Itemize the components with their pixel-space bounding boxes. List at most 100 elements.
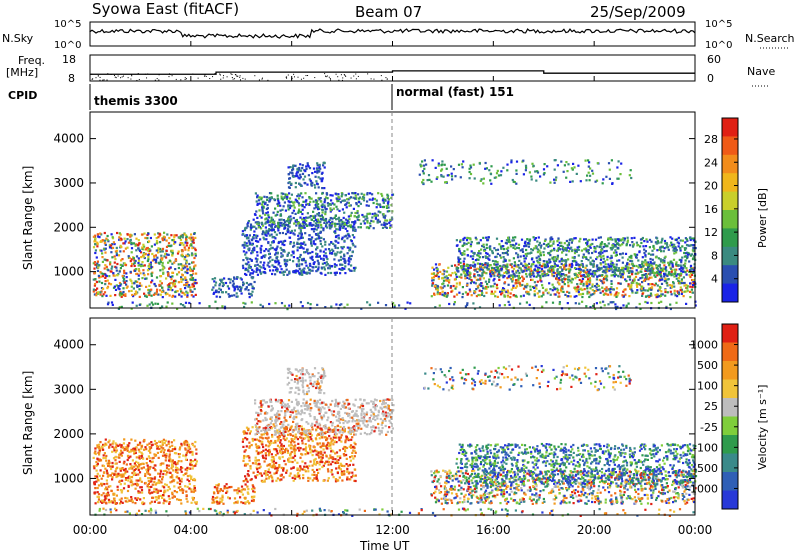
data-cell (570, 281, 573, 284)
data-cell (468, 277, 471, 280)
data-cell (301, 273, 304, 276)
data-cell (137, 448, 140, 451)
data-cell (499, 256, 503, 259)
data-cell (95, 461, 98, 464)
data-cell (543, 163, 546, 166)
data-cell (510, 274, 513, 277)
data-cell (486, 266, 489, 269)
data-cell (538, 289, 541, 293)
data-cell (651, 283, 654, 286)
data-cell (675, 268, 678, 271)
data-cell (312, 167, 316, 170)
data-cell (575, 275, 578, 278)
data-cell (519, 267, 522, 270)
data-cell (573, 267, 577, 270)
nave-dot (303, 77, 305, 79)
data-cell (589, 294, 592, 297)
data-cell (536, 171, 540, 174)
data-cell (514, 282, 517, 285)
data-cell (122, 290, 125, 294)
data-cell (554, 264, 557, 267)
data-cell (113, 243, 116, 246)
data-cell (317, 232, 320, 235)
data-cell (274, 207, 277, 210)
data-cell (268, 228, 271, 231)
nave-dot (355, 73, 357, 75)
data-cell (329, 194, 332, 197)
data-cell (472, 302, 475, 305)
data-cell (139, 272, 142, 275)
colorbar-swatch (722, 246, 738, 266)
data-cell (498, 272, 501, 275)
data-cell (138, 295, 141, 298)
data-cell (520, 238, 524, 241)
data-cell (261, 201, 264, 204)
data-cell (260, 256, 263, 259)
data-cell (589, 174, 592, 177)
data-cell (641, 292, 644, 295)
data-cell (310, 244, 313, 247)
data-cell (211, 278, 214, 281)
data-cell (343, 235, 346, 238)
data-cell (158, 283, 161, 286)
data-cell (125, 280, 128, 283)
data-cell (124, 264, 128, 267)
data-cell (517, 274, 520, 277)
data-cell (499, 254, 502, 257)
data-cell (604, 244, 608, 247)
nave-dot (136, 79, 138, 81)
data-cell (536, 271, 539, 274)
data-cell (629, 287, 632, 290)
data-cell (387, 206, 390, 209)
data-cell (244, 272, 247, 276)
data-cell (124, 293, 127, 296)
data-cell (157, 251, 160, 254)
data-cell (193, 479, 197, 482)
nave-dot (231, 77, 233, 79)
data-cell (103, 239, 107, 242)
data-cell (308, 203, 311, 206)
data-cell (670, 293, 673, 296)
data-cell (244, 302, 247, 305)
data-cell (631, 290, 634, 293)
data-cell (325, 192, 328, 195)
data-cell (323, 187, 326, 190)
data-cell (515, 252, 518, 255)
data-cell (106, 303, 110, 306)
data-cell (301, 242, 304, 245)
data-cell (150, 274, 153, 277)
data-cell (366, 226, 369, 229)
data-cell (551, 289, 554, 292)
data-cell (265, 238, 268, 241)
data-cell (529, 275, 532, 278)
data-cell (689, 271, 692, 275)
data-cell (521, 283, 524, 287)
data-cell (135, 304, 138, 307)
data-cell (374, 216, 377, 219)
data-cell (185, 284, 188, 287)
data-cell (194, 236, 197, 239)
data-cell (470, 279, 473, 282)
data-cell (561, 251, 564, 254)
data-cell (581, 264, 584, 267)
data-cell (161, 239, 164, 242)
data-cell (267, 229, 271, 232)
data-cell (118, 270, 121, 273)
data-cell (445, 167, 448, 170)
data-cell (330, 241, 333, 244)
data-cell (560, 290, 563, 293)
data-cell (253, 213, 257, 216)
data-cell (588, 179, 591, 182)
data-cell (586, 292, 589, 295)
data-cell (329, 216, 332, 220)
data-cell (284, 262, 287, 265)
data-cell (478, 289, 481, 292)
data-cell (342, 245, 345, 249)
data-cell (177, 460, 180, 463)
data-cell (610, 262, 613, 266)
data-cell (262, 236, 265, 239)
data-cell (281, 241, 284, 244)
data-cell (480, 178, 483, 181)
data-cell (608, 168, 611, 171)
data-cell (685, 290, 688, 293)
